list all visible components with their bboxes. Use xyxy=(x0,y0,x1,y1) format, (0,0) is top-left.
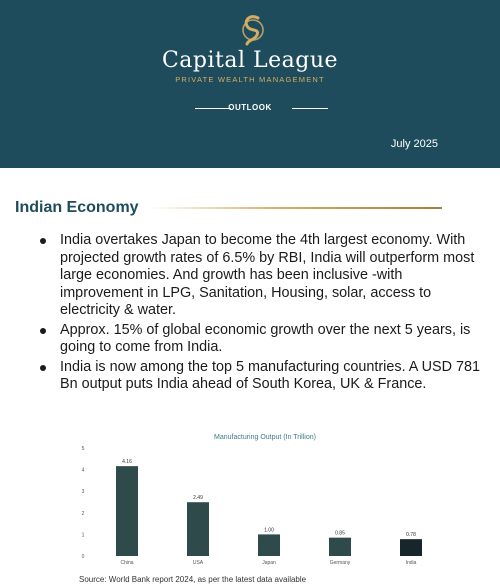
bars: 4.16 China 2.49 USA 1.00 Japan 0.85 Germany 0.78… xyxy=(116,459,422,566)
bar-value-label: 0.85 xyxy=(335,531,345,537)
bar-germany xyxy=(329,537,351,556)
section-heading: Indian Economy xyxy=(15,199,139,216)
bar-china xyxy=(116,466,138,556)
section-label-row: OUTLOOK xyxy=(0,103,500,115)
x-tick-label: USA xyxy=(193,560,204,566)
list-item: India is now among the top 5 manufacturi… xyxy=(40,359,480,394)
manufacturing-output-chart: Manufacturing Output (In Trillion) 5 4 3 2 1… xyxy=(82,434,422,566)
y-tick-label: 5 xyxy=(82,446,85,452)
bullet-icon xyxy=(40,238,46,244)
bullet-text: India is now among the top 5 manufacturi… xyxy=(60,358,480,393)
bar-value-label: 2.49 xyxy=(193,495,203,501)
y-tick-label: 4 xyxy=(82,468,85,474)
heading-rule xyxy=(150,207,442,209)
bullet-icon xyxy=(40,327,46,334)
section-label: OUTLOOK xyxy=(228,103,272,112)
bar-japan xyxy=(258,534,280,556)
brand-tagline: PRIVATE WEALTH MANAGEMENT xyxy=(175,75,325,84)
y-tick-label: 1 xyxy=(82,532,85,538)
bullet-list: India overtakes Japan to become the 4th … xyxy=(40,232,480,396)
bar-value-label: 1.00 xyxy=(264,527,274,533)
bullet-text: India overtakes Japan to become the 4th … xyxy=(60,232,475,318)
y-axis: 5 4 3 2 1 0 xyxy=(82,446,85,560)
chart-source-note: Source: World Bank report 2024, as per t… xyxy=(79,575,307,584)
bullet-icon xyxy=(40,364,46,371)
bar-value-label: 4.16 xyxy=(122,459,132,465)
x-tick-label: China xyxy=(120,560,133,566)
list-item: India overtakes Japan to become the 4th … xyxy=(40,232,480,320)
bar-usa xyxy=(187,502,209,556)
y-tick-label: 2 xyxy=(82,511,85,517)
y-tick-label: 3 xyxy=(82,489,85,495)
divider-left xyxy=(195,108,231,109)
bar-value-label: 0.78 xyxy=(406,532,416,538)
logo-icon xyxy=(242,15,264,46)
brand-name: Capital League xyxy=(161,48,339,73)
header-banner: Capital League PRIVATE WEALTH MANAGEMENT… xyxy=(0,0,500,168)
chart-title: Manufacturing Output (In Trillion) xyxy=(214,434,316,441)
bar-india xyxy=(400,539,422,556)
report-date: July 2025 xyxy=(390,138,438,150)
x-tick-label: Germany xyxy=(330,560,351,566)
divider-right xyxy=(292,108,328,109)
list-item: Approx. 15% of global economic growth ov… xyxy=(40,322,480,357)
x-tick-label: Japan xyxy=(262,560,276,566)
y-tick-label: 0 xyxy=(82,554,85,560)
bullet-text: Approx. 15% of global economic growth ov… xyxy=(60,321,471,356)
x-tick-label: India xyxy=(406,560,417,566)
